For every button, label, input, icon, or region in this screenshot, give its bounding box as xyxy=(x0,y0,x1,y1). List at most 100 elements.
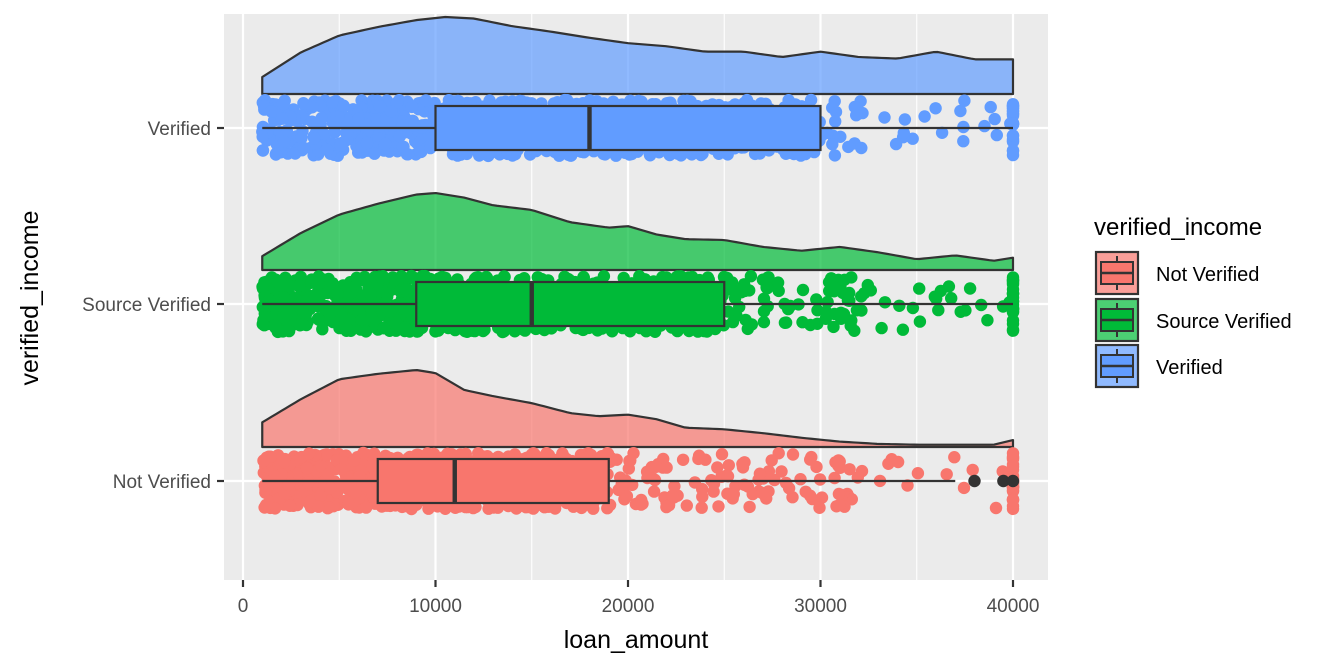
jitter-point xyxy=(757,305,771,318)
jitter-point xyxy=(893,299,906,312)
jitter-point xyxy=(810,293,823,306)
jitter-point xyxy=(752,473,765,486)
boxplots xyxy=(262,104,1020,505)
jitter-point xyxy=(940,468,953,481)
jitter-point xyxy=(850,109,863,122)
jitter-point xyxy=(913,282,926,295)
jitter-point xyxy=(269,148,283,161)
jitter-point xyxy=(1006,104,1020,118)
jitter-point xyxy=(676,453,690,466)
jitter-point xyxy=(283,279,296,293)
jitter-point xyxy=(813,473,827,486)
jitter-point xyxy=(408,119,421,132)
jitter-point xyxy=(341,322,354,336)
jitter-point xyxy=(295,131,308,145)
outlier-point xyxy=(997,474,1010,488)
jitter-point xyxy=(821,295,834,309)
jitter-point xyxy=(988,112,1001,126)
jitter-point xyxy=(855,290,868,303)
jitter-point xyxy=(743,500,756,514)
jitter-point xyxy=(256,144,270,157)
jitter-point xyxy=(496,325,509,339)
jitter-point xyxy=(712,500,725,513)
jitter-point xyxy=(405,100,419,114)
jitter-point xyxy=(833,499,846,512)
jitter-point xyxy=(365,459,378,472)
jitter-point xyxy=(326,96,339,109)
jitter-point xyxy=(271,276,285,289)
jitter-point xyxy=(305,276,318,289)
jitter-point xyxy=(897,126,910,140)
jitter-point xyxy=(810,460,823,474)
jitter-point xyxy=(646,472,660,485)
jitter-point xyxy=(308,132,321,145)
jitter-point xyxy=(906,132,919,145)
jitter-point xyxy=(660,461,673,474)
jitter-point xyxy=(891,455,905,469)
jitter-point xyxy=(334,139,347,152)
jitter-point xyxy=(826,138,839,151)
jitter-point xyxy=(842,140,855,154)
box-iqr xyxy=(415,280,726,328)
jitter-point xyxy=(293,279,306,292)
jitter-point xyxy=(364,288,378,301)
jitter-point xyxy=(1006,447,1020,460)
jitter-point xyxy=(901,479,914,492)
jitter-point xyxy=(745,318,758,331)
jitter-point xyxy=(954,104,967,118)
jitter-point xyxy=(733,300,746,314)
jitter-point xyxy=(401,148,415,161)
jitter-point xyxy=(1006,129,1020,142)
jitter-point xyxy=(996,465,1009,478)
jitter-point xyxy=(771,276,785,289)
jitter-point xyxy=(959,304,972,317)
jitter-point xyxy=(680,499,693,512)
jitter-point xyxy=(779,476,793,490)
y-tick-label: Verified xyxy=(148,119,211,140)
jitter-point xyxy=(666,489,679,502)
jitter-point xyxy=(293,319,307,332)
jitter-point xyxy=(815,491,829,504)
y-axis-title: verified_income xyxy=(16,210,44,385)
jitter-point xyxy=(398,321,412,334)
jitter-point xyxy=(305,115,319,128)
jitter-point xyxy=(737,278,751,291)
jitter-point xyxy=(265,105,278,118)
jitter-point xyxy=(277,295,291,309)
jitter-point xyxy=(360,501,373,514)
jitter-point xyxy=(990,128,1003,142)
jitter-point xyxy=(322,467,335,481)
jitter-point xyxy=(878,111,891,124)
x-tick-label: 20000 xyxy=(602,596,655,617)
legend-title: verified_income xyxy=(1094,214,1262,241)
jitter-point xyxy=(1006,460,1020,473)
jitter-point xyxy=(396,271,409,284)
jitter-point xyxy=(326,315,340,329)
jitter-point xyxy=(558,93,571,107)
jitter-point xyxy=(278,455,291,469)
jitter-point xyxy=(320,448,333,461)
x-axis: 0 10000 20000 30000 40000 xyxy=(238,580,1039,617)
jitter-point xyxy=(256,130,269,143)
jitter-point xyxy=(833,309,847,322)
jitter-point xyxy=(958,94,971,107)
jitter-point xyxy=(821,126,834,139)
jitter-point xyxy=(794,149,807,162)
jitter-point xyxy=(263,293,276,306)
legend-label: Verified xyxy=(1156,357,1223,379)
jitter-point xyxy=(778,316,792,329)
jitter-point xyxy=(352,112,365,126)
box-iqr xyxy=(434,104,822,152)
jitter-point xyxy=(796,283,810,297)
jitter-point xyxy=(1006,283,1020,296)
jitter-point xyxy=(945,292,958,305)
jitter-point xyxy=(452,95,466,108)
jitter-point xyxy=(523,148,537,161)
box-iqr xyxy=(376,457,610,505)
jitter-point xyxy=(957,481,971,495)
jitter-point xyxy=(283,499,297,512)
jitter-point xyxy=(312,313,326,326)
jitter-point xyxy=(632,94,645,108)
jitter-point xyxy=(564,149,577,162)
jitter-point xyxy=(368,147,381,160)
